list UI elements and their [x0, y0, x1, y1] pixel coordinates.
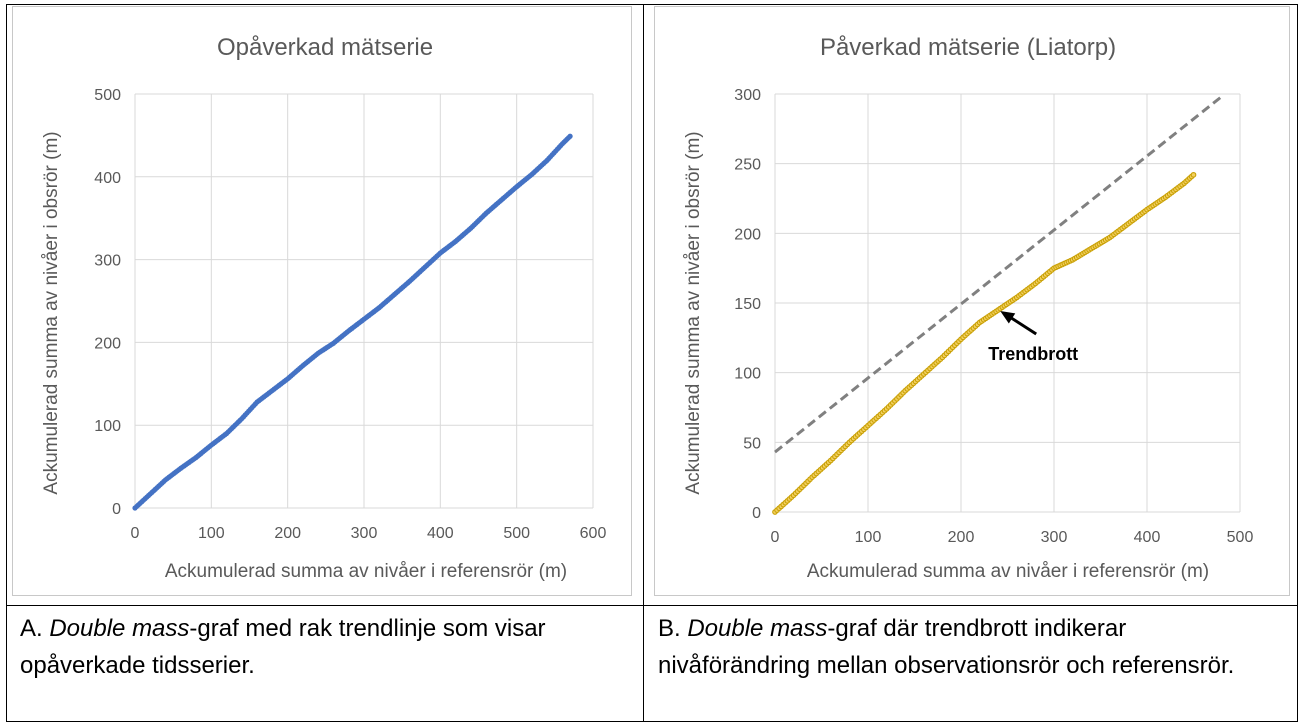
annotation-label: Trendbrott [988, 344, 1078, 364]
chart-a-x-axis-label: Ackumulerad summa av nivåer i referensrö… [165, 561, 567, 582]
caption-a-text: -graf med rak trendlinje som visar opåve… [20, 615, 546, 679]
caption-b-italic: Double mass [687, 615, 828, 642]
chart-b-title: Påverkad mätserie (Liatorp) [820, 34, 1116, 61]
chart-b-y-axis-label: Ackumulerad summa av nivåer i obsrör (m) [683, 131, 704, 494]
b-x-tick-label: 400 [1134, 529, 1161, 546]
chart-panel-a: Opåverkad mätserie 0 100 200 300 400 500 600 0 1… [12, 6, 632, 596]
annotation-arrow [1007, 314, 1038, 336]
a-x-tick-label: 400 [427, 525, 454, 542]
chart-a-title: Opåverkad mätserie [217, 34, 433, 61]
b-y-tick-label: 300 [734, 87, 761, 104]
b-x-tick-label: 0 [771, 529, 780, 546]
b-x-tick-label: 100 [855, 529, 882, 546]
chart-a-y-axis-label: Ackumulerad summa av nivåer i obsrör (m) [41, 131, 62, 494]
table-divider-horizontal [7, 605, 1297, 606]
chart-b-x-axis-label: Ackumulerad summa av nivåer i referensrö… [807, 561, 1209, 582]
caption-b: B. Double mass-graf där trendbrott indik… [658, 610, 1278, 684]
a-x-tick-label: 500 [503, 525, 530, 542]
b-y-tick-label: 250 [734, 157, 761, 174]
a-y-tick-label: 200 [94, 335, 121, 352]
figure-table [6, 4, 1298, 722]
a-y-tick-label: 100 [94, 418, 121, 435]
chart-panel-b: Påverkad mätserie (Liatorp) 0 100 200 300 40… [654, 6, 1290, 596]
a-y-tick-label: 400 [94, 170, 121, 187]
a-x-tick-label: 100 [198, 525, 225, 542]
a-x-tick-label: 300 [351, 525, 378, 542]
chart-b-svg: Påverkad mätserie (Liatorp) 0 100 200 300 40… [683, 34, 1254, 582]
b-y-tick-label: 200 [734, 226, 761, 243]
chart-a-svg: Opåverkad mätserie 0 100 200 300 400 500 600 0 1… [41, 34, 607, 582]
caption-b-prefix: B. [658, 615, 688, 642]
b-data-point [1190, 171, 1197, 178]
caption-a-italic: Double mass [49, 615, 190, 642]
a-y-tick-label: 300 [94, 253, 121, 270]
b-x-tick-label: 200 [948, 529, 975, 546]
a-y-tick-label: 500 [94, 87, 121, 104]
trendbrott-annotation: Trendbrott [988, 310, 1078, 364]
a-y-tick-label: 0 [112, 501, 121, 518]
a-x-tick-label: 0 [131, 525, 140, 542]
b-x-tick-label: 300 [1041, 529, 1068, 546]
caption-a-prefix: A. [20, 615, 50, 642]
b-y-tick-label: 0 [752, 505, 761, 522]
table-divider-vertical [643, 5, 644, 721]
a-x-tick-label: 200 [274, 525, 301, 542]
annotation-arrow-head [1000, 310, 1016, 324]
caption-a: A. Double mass-graf med rak trendlinje s… [20, 610, 620, 684]
a-x-tick-label: 600 [580, 525, 607, 542]
a-data-point [567, 133, 573, 139]
b-x-tick-label: 500 [1227, 529, 1254, 546]
b-y-tick-label: 100 [734, 366, 761, 383]
caption-b-text: -graf där trendbrott indikerar nivåförän… [658, 615, 1235, 679]
b-trendline [774, 95, 1223, 454]
b-y-tick-label: 50 [743, 435, 761, 452]
b-y-tick-label: 150 [734, 296, 761, 313]
